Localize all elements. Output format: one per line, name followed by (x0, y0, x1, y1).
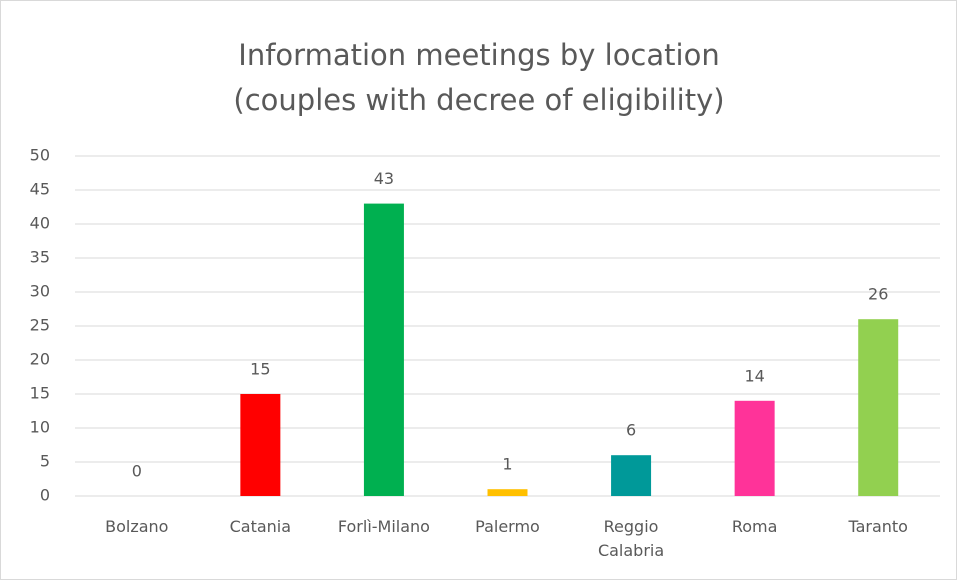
chart-title: Information meetings by location (couple… (233, 38, 725, 117)
x-tick-label: Roma (731, 517, 778, 536)
x-tick-label: Palermo (475, 517, 540, 536)
y-tick-label: 25 (30, 316, 50, 335)
x-tick-label: Forlì-Milano (337, 517, 430, 536)
y-tick-label: 15 (30, 384, 50, 403)
value-label: 15 (250, 360, 270, 379)
y-tick-label: 40 (30, 214, 50, 233)
x-tick-label: Bolzano (105, 517, 169, 536)
bar (611, 455, 652, 496)
y-tick-label: 20 (30, 350, 50, 369)
value-label: 14 (744, 366, 764, 385)
y-tick-label: 10 (30, 418, 50, 437)
value-label: 1 (502, 455, 512, 474)
y-tick-label: 5 (40, 452, 50, 471)
bar (734, 400, 775, 496)
value-label: 0 (132, 462, 142, 481)
bar (240, 394, 281, 496)
y-tick-label: 0 (40, 486, 50, 505)
x-tick-label: Taranto (848, 517, 908, 536)
value-label: 6 (626, 421, 636, 440)
y-tick-label: 35 (30, 248, 50, 267)
y-tick-label: 45 (30, 180, 50, 199)
x-tick-label: Reggio Calabria (597, 517, 665, 560)
y-tick-label: 30 (30, 282, 50, 301)
x-tick-label: Catania (229, 517, 292, 536)
y-tick-label: 50 (30, 146, 50, 165)
bar (487, 489, 528, 496)
value-label: 43 (374, 169, 394, 188)
bar (363, 203, 404, 496)
value-label: 26 (868, 285, 888, 304)
bar (858, 319, 899, 496)
